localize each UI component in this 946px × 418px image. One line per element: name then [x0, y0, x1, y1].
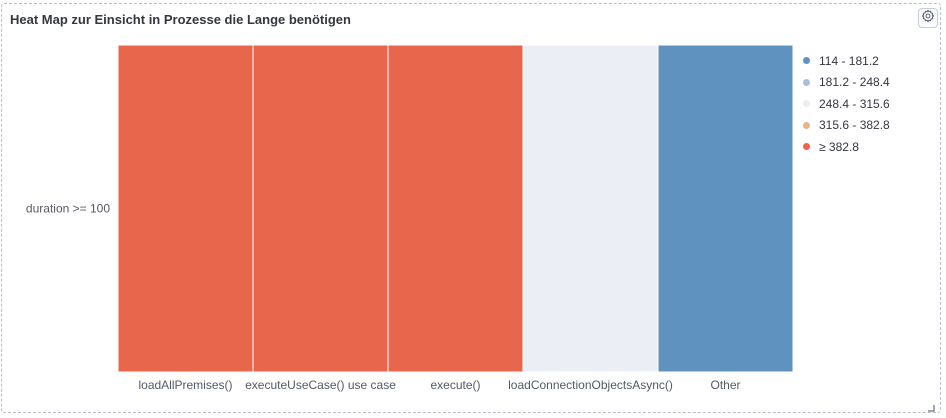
- heatmap-cells: [117, 44, 794, 373]
- x-tick-label: executeUseCase() use case: [245, 378, 396, 392]
- resize-corner-icon[interactable]: [927, 399, 935, 412]
- legend-item[interactable]: 248.4 - 315.6: [803, 93, 890, 115]
- panel-title: Heat Map zur Einsicht in Prozesse die La…: [10, 12, 351, 27]
- x-tick-label: Other: [710, 378, 740, 392]
- y-axis-labels: duration >= 100: [26, 202, 110, 216]
- heatmap-cell[interactable]: [522, 44, 659, 373]
- heatmap-cell[interactable]: [387, 44, 524, 373]
- heatmap-cell[interactable]: [657, 44, 794, 373]
- visualization-panel: Heat Map zur Einsicht in Prozesse die La…: [1, 3, 941, 413]
- gear-icon: [921, 9, 935, 28]
- legend-label: 114 - 181.2: [819, 53, 879, 68]
- y-tick-label: duration >= 100: [26, 202, 110, 216]
- x-tick-label: loadConnectionObjectsAsync(): [508, 378, 673, 392]
- heatmap-cell[interactable]: [252, 44, 389, 373]
- legend-color-dot: [803, 78, 810, 86]
- legend: 114 - 181.2 181.2 - 248.4 248.4 - 315.6 315…: [803, 50, 890, 158]
- legend-color-dot: [803, 100, 810, 108]
- legend-item[interactable]: 114 - 181.2: [803, 50, 890, 72]
- panel-options-button[interactable]: [918, 8, 938, 28]
- x-axis-labels: loadAllPremises() executeUseCase() use ca…: [138, 378, 740, 392]
- legend-label: 248.4 - 315.6: [819, 96, 890, 111]
- legend-color-dot: [803, 57, 810, 65]
- legend-item[interactable]: ≥ 382.8: [803, 136, 890, 158]
- legend-color-dot: [803, 121, 810, 129]
- x-tick-label: execute(): [430, 378, 480, 392]
- heatmap-chart: loadAllPremises() executeUseCase() use ca…: [26, 44, 794, 392]
- legend-color-dot: [803, 143, 810, 151]
- legend-label: 315.6 - 382.8: [819, 118, 890, 133]
- heatmap-cell[interactable]: [117, 44, 254, 373]
- legend-item[interactable]: 181.2 - 248.4: [803, 72, 890, 94]
- legend-item[interactable]: 315.6 - 382.8: [803, 115, 890, 137]
- legend-label: 181.2 - 248.4: [819, 75, 890, 90]
- legend-label: ≥ 382.8: [819, 139, 859, 154]
- x-tick-label: loadAllPremises(): [138, 378, 232, 392]
